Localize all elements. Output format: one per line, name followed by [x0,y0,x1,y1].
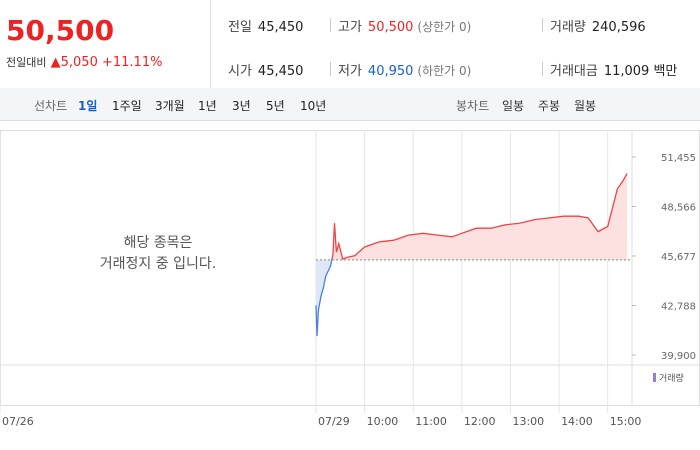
candle-tab[interactable]: 주봉 [538,99,561,113]
price-panel: 50,500 전일대비 ▲5,050 +11.11% [0,0,211,88]
period-tab[interactable]: 3년 [232,99,251,113]
y-tick-label: 45,677 [661,252,696,263]
change-pct: +11.11% [101,55,163,70]
stat-label: 저가 [338,64,362,79]
stat: 거래대금 11,009 백만 [550,60,677,79]
change-label: 전일대비 [6,56,47,69]
halt-notice: 해당 종목은 [124,235,193,251]
tab-label: 봉차트 [456,99,490,113]
stat-label: 거래대금 [550,64,598,79]
period-tab[interactable]: 1년 [198,99,217,113]
period-tab[interactable]: 3개월 [155,99,185,113]
x-tick-label: 11:00 [415,415,447,428]
x-tick-label: 07/29 [318,415,350,428]
period-tab[interactable]: 1일 [78,99,98,113]
period-tab[interactable]: 10년 [300,99,327,113]
stat-value: 40,950 [367,64,414,79]
separator [330,62,331,76]
stat: 저가 40,950 (하한가 0) [338,60,471,79]
stat: 시가 45,450 [228,60,303,79]
period-tab[interactable]: 5년 [266,99,285,113]
x-tick-label: 07/26 [2,415,34,428]
quote-header: 50,500 전일대비 ▲5,050 +11.11% 전일 45,450 고가 50,… [0,0,700,89]
candle-tab[interactable]: 일봉 [502,99,525,113]
change: 전일대비 ▲5,050 +11.11% [6,55,163,70]
x-tick-label: 10:00 [367,415,399,428]
stat-value: 11,009 백만 [603,64,678,79]
stat-note: (하한가 0) [417,64,472,78]
candle-tab[interactable]: 월봉 [574,99,597,113]
x-tick-label: 15:00 [610,415,642,428]
separator [542,62,543,76]
chart: 39,900 42,788 45,677 48,566 51,455 07/26 07/29… [0,130,700,428]
separator [330,18,331,32]
stat-label: 시가 [228,64,252,79]
legend-swatch [653,373,656,382]
stat-label: 거래량 [550,20,586,35]
x-tick-label: 12:00 [464,415,496,428]
x-tick-label: 13:00 [512,415,544,428]
y-tick-label: 42,788 [661,302,696,313]
stat: 고가 50,500 (상한가 0) [338,16,471,35]
price-line [331,173,628,260]
tab-label: 선차트 [34,99,68,113]
period-tabs: 선차트 1일 1주일 3개월 1년 3년 5년 10년 봉차트 일봉 주봉 월봉 [0,88,700,121]
stat-label: 고가 [338,20,362,35]
stat-value: 45,450 [257,64,304,79]
y-tick-label: 48,566 [661,203,696,214]
period-tab[interactable]: 1주일 [112,99,142,113]
stat-value: 50,500 [367,20,414,35]
change-amount: 5,050 [60,55,98,70]
y-tick-label: 39,900 [661,351,696,362]
stat-value: 45,450 [257,20,304,35]
stat-note: (상한가 0) [417,20,472,34]
halt-notice: 거래정지 중 입니다. [100,256,216,272]
stat-label: 전일 [228,20,252,35]
current-price: 50,500 [6,14,115,47]
stat-value: 240,596 [591,20,646,35]
stat: 거래량 240,596 [550,16,646,35]
volume-legend: 거래량 [659,372,684,384]
stat: 전일 45,450 [228,16,303,35]
price-line [315,259,333,337]
y-tick-label: 51,455 [661,153,696,164]
separator [542,18,543,32]
area-up [331,173,628,260]
x-tick-label: 14:00 [561,415,593,428]
